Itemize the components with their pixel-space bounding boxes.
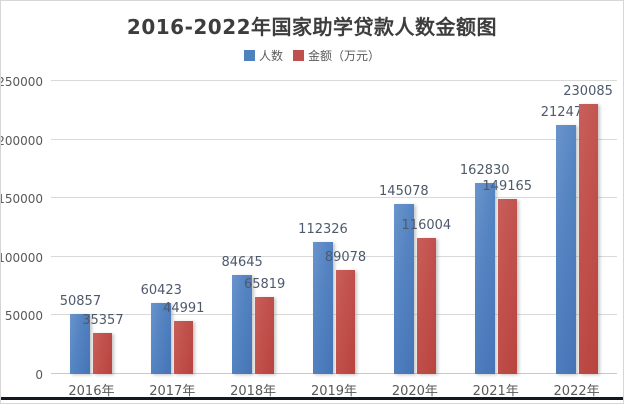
bar-people: 212470 — [541, 105, 590, 374]
bar-value-label: 112326 — [298, 222, 348, 238]
bar-value-label: 149165 — [482, 179, 533, 195]
legend-label-amount: 金额（万元） — [308, 49, 381, 63]
bar-groups: 50857 35357 60423 44991 84645 65819 112326 8907… — [51, 81, 617, 374]
bottom-border — [1, 397, 623, 400]
bar-amount: 65819 — [244, 277, 285, 374]
bar-people: 162830 — [460, 163, 510, 374]
bar-people: 112326 — [298, 222, 348, 374]
bar-value-label: 50857 — [59, 294, 102, 310]
bar-group: 212470 230085 — [536, 81, 617, 374]
gridline — [51, 138, 617, 140]
x-axis-tick-label: 2017年 — [149, 384, 196, 399]
bar-amount: 230085 — [563, 84, 613, 374]
x-axis-tick-label: 2020年 — [391, 384, 438, 399]
bar-amount: 35357 — [82, 313, 124, 374]
bar-people: 50857 — [60, 294, 101, 374]
y-axis: 0 50000 100000 150000 200000 250000 — [0, 75, 45, 382]
y-axis-tick-label: 100000 — [0, 250, 43, 265]
x-axis-tick-label: 2016年 — [68, 384, 115, 399]
x-axis: 2016年 2017年 2018年 2019年 2020年 2021年 2022年 — [51, 380, 617, 399]
bar-group: 84645 65819 — [213, 81, 294, 374]
bar-group: 112326 89078 — [294, 81, 375, 374]
bar-value-label: 35357 — [82, 312, 124, 328]
bar-people: 145078 — [379, 184, 429, 374]
y-axis-tick-label: 50000 — [4, 309, 43, 324]
legend-label-people: 人数 — [258, 49, 283, 63]
y-axis-tick-label: 250000 — [0, 75, 43, 89]
legend-item-people: 人数 — [243, 47, 283, 64]
gridline — [51, 373, 617, 374]
x-axis-tick-label: 2018年 — [230, 384, 277, 399]
bar-group: 50857 35357 — [51, 81, 132, 374]
gridline — [51, 197, 617, 199]
chart-title: 2016-2022年国家助学贷款人数金额图 — [126, 15, 498, 39]
bar-value-label: 44991 — [163, 301, 205, 317]
y-axis-tick-label: 0 — [35, 368, 43, 382]
legend-swatch-blue-icon — [243, 50, 255, 61]
gridline — [51, 314, 617, 316]
x-axis-tick-label: 2021年 — [472, 384, 519, 399]
bar-value-label: 230085 — [563, 84, 613, 100]
bar-value-label: 60423 — [140, 283, 182, 299]
bar-value-label: 162830 — [459, 163, 510, 179]
plot-area: 50857 35357 60423 44991 84645 65819 112326 8907… — [51, 80, 617, 374]
legend-swatch-red-icon — [293, 50, 304, 61]
legend-item-amount: 金额（万元） — [293, 47, 380, 64]
bar-group: 162830 149165 — [455, 81, 536, 374]
y-axis-tick-label: 150000 — [0, 192, 43, 207]
bar-value-label: 145078 — [379, 183, 429, 199]
bar-value-label: 116004 — [401, 218, 452, 234]
bar-group: 60423 44991 — [132, 81, 213, 374]
x-axis-tick-label: 2022年 — [553, 384, 600, 399]
bar-value-label: 212470 — [540, 105, 591, 120]
bar-amount: 116004 — [402, 218, 451, 374]
bar-value-label: 84645 — [221, 254, 263, 270]
bar-group: 145078 116004 — [374, 81, 455, 374]
gridline — [51, 255, 617, 257]
bar-value-label: 65819 — [243, 276, 286, 292]
bar-amount: 149165 — [482, 179, 532, 374]
bar-people: 60423 — [141, 283, 182, 374]
bar-people: 84645 — [221, 255, 263, 374]
bar-value-label: 89078 — [324, 249, 367, 265]
x-axis-tick-label: 2019年 — [310, 384, 358, 399]
bar-amount: 44991 — [163, 301, 204, 374]
gridline — [51, 80, 617, 81]
bar-amount: 89078 — [325, 250, 366, 374]
y-axis-tick-label: 200000 — [0, 133, 43, 148]
chart-legend: 人数 金额（万元） — [1, 47, 623, 64]
